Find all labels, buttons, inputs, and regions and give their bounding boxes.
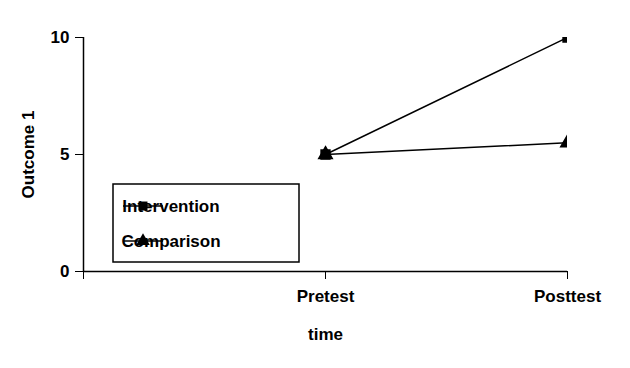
svg-text:10: 10	[51, 28, 70, 47]
svg-text:0: 0	[60, 262, 69, 281]
svg-text:Posttest: Posttest	[534, 287, 601, 306]
svg-text:Outcome 1: Outcome 1	[19, 111, 38, 199]
svg-text:Pretest: Pretest	[297, 287, 355, 306]
svg-text:Comparison: Comparison	[121, 232, 220, 251]
svg-text:time: time	[308, 325, 343, 344]
svg-text:Intervention: Intervention	[122, 197, 219, 216]
svg-text:5: 5	[60, 145, 69, 164]
